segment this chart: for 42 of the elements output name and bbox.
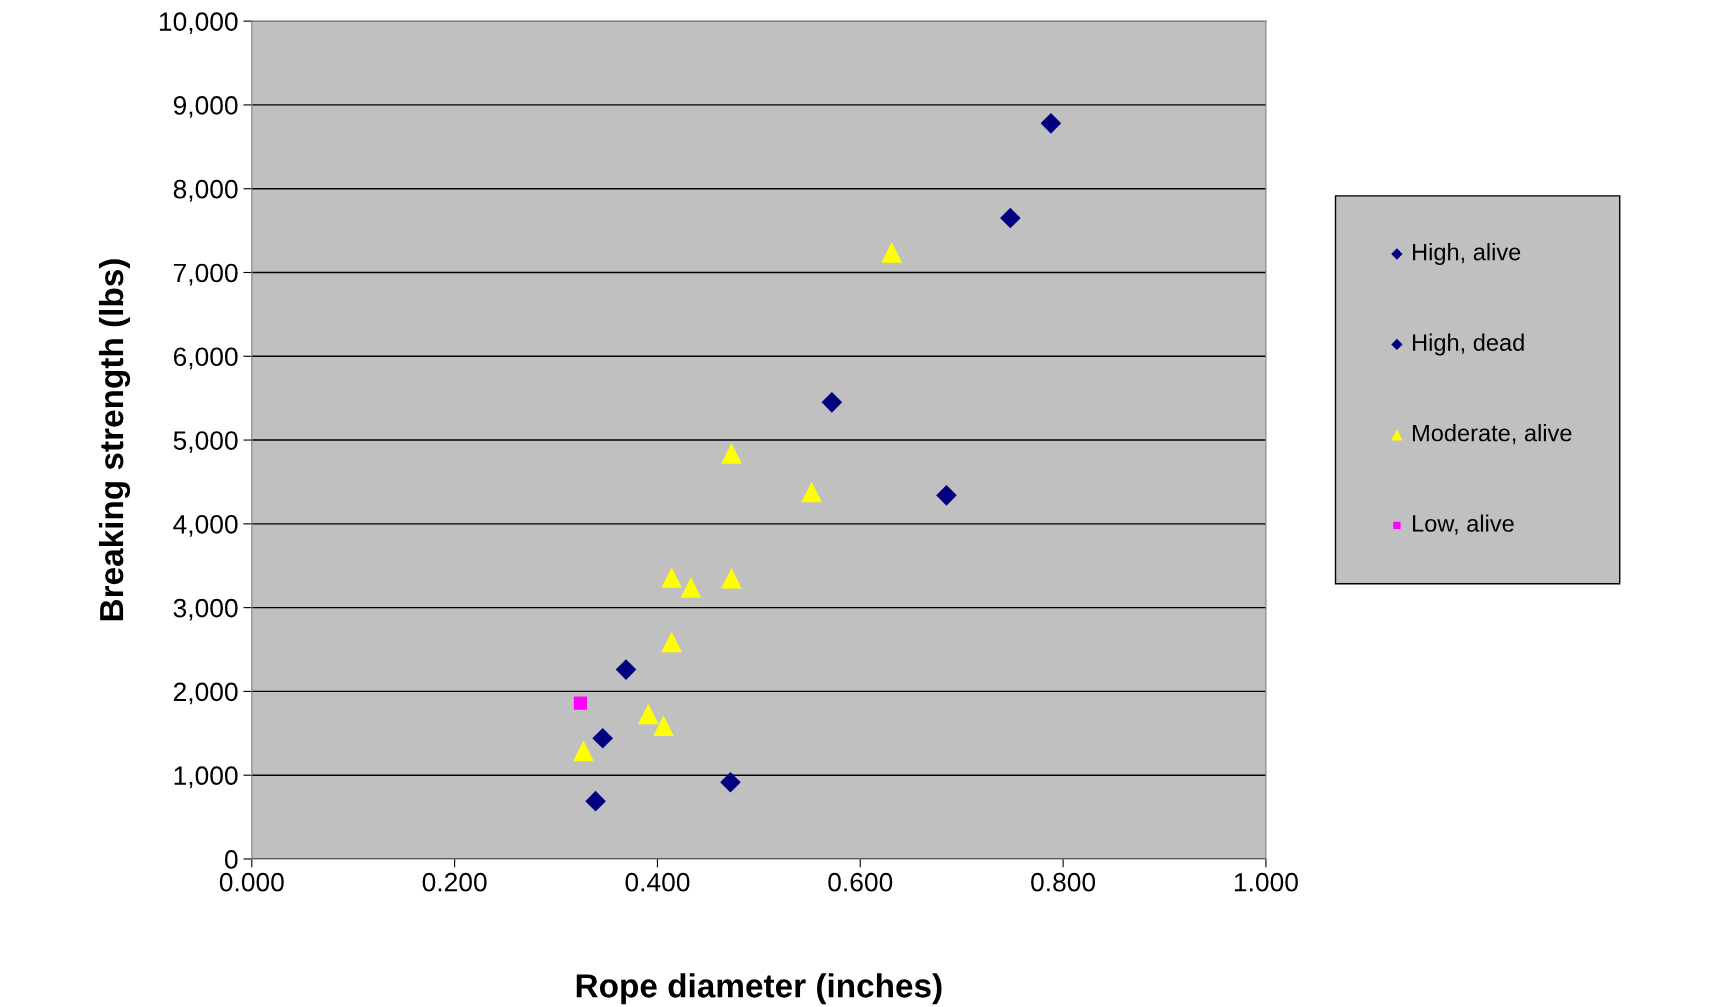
point [573,740,594,762]
y-tick-label: 10,000 [159,12,238,35]
legend-label: High, dead [1413,333,1524,356]
point [680,577,702,598]
point [881,242,903,263]
y-tick-label: 8,000 [173,179,238,202]
point [721,568,742,589]
point [720,772,741,793]
y-tick-label: 6,000 [173,347,238,370]
legend-label: Low, alive [1413,514,1514,535]
y-tick-label: 0 [224,850,238,869]
x-axis-title: Rope diameter (inches) [576,973,942,1005]
x-tick-label: 1.000 [1234,872,1298,892]
point [573,696,587,710]
point [1040,113,1062,134]
x-tick-label: 0.600 [828,872,893,892]
point [1000,207,1021,229]
point [661,567,682,588]
point [936,485,957,506]
point [653,715,674,737]
legend-label: Moderate, alive [1413,424,1572,445]
point [638,703,659,725]
point [801,481,822,503]
legend-label: High, alive [1413,243,1521,266]
y-tick-label: 5,000 [173,431,238,453]
y-axis-title: Breaking strength (lbs) [98,259,131,621]
y-tick-label: 4,000 [173,514,238,537]
x-tick-label: 0.800 [1031,872,1096,892]
point [592,728,613,749]
point [615,659,637,680]
point [821,392,843,413]
y-tick-label: 1,000 [174,766,238,789]
point [721,443,742,464]
x-tick-label: 0.000 [219,872,284,892]
y-tick-label: 2,000 [173,682,238,705]
point [661,631,682,653]
x-tick-label: 0.200 [422,872,487,892]
y-tick-label: 3,000 [173,598,238,621]
x-tick-label: 0.400 [625,872,690,892]
point [585,790,606,812]
y-tick-label: 9,000 [173,96,238,118]
y-tick-label: 7,000 [173,263,238,286]
